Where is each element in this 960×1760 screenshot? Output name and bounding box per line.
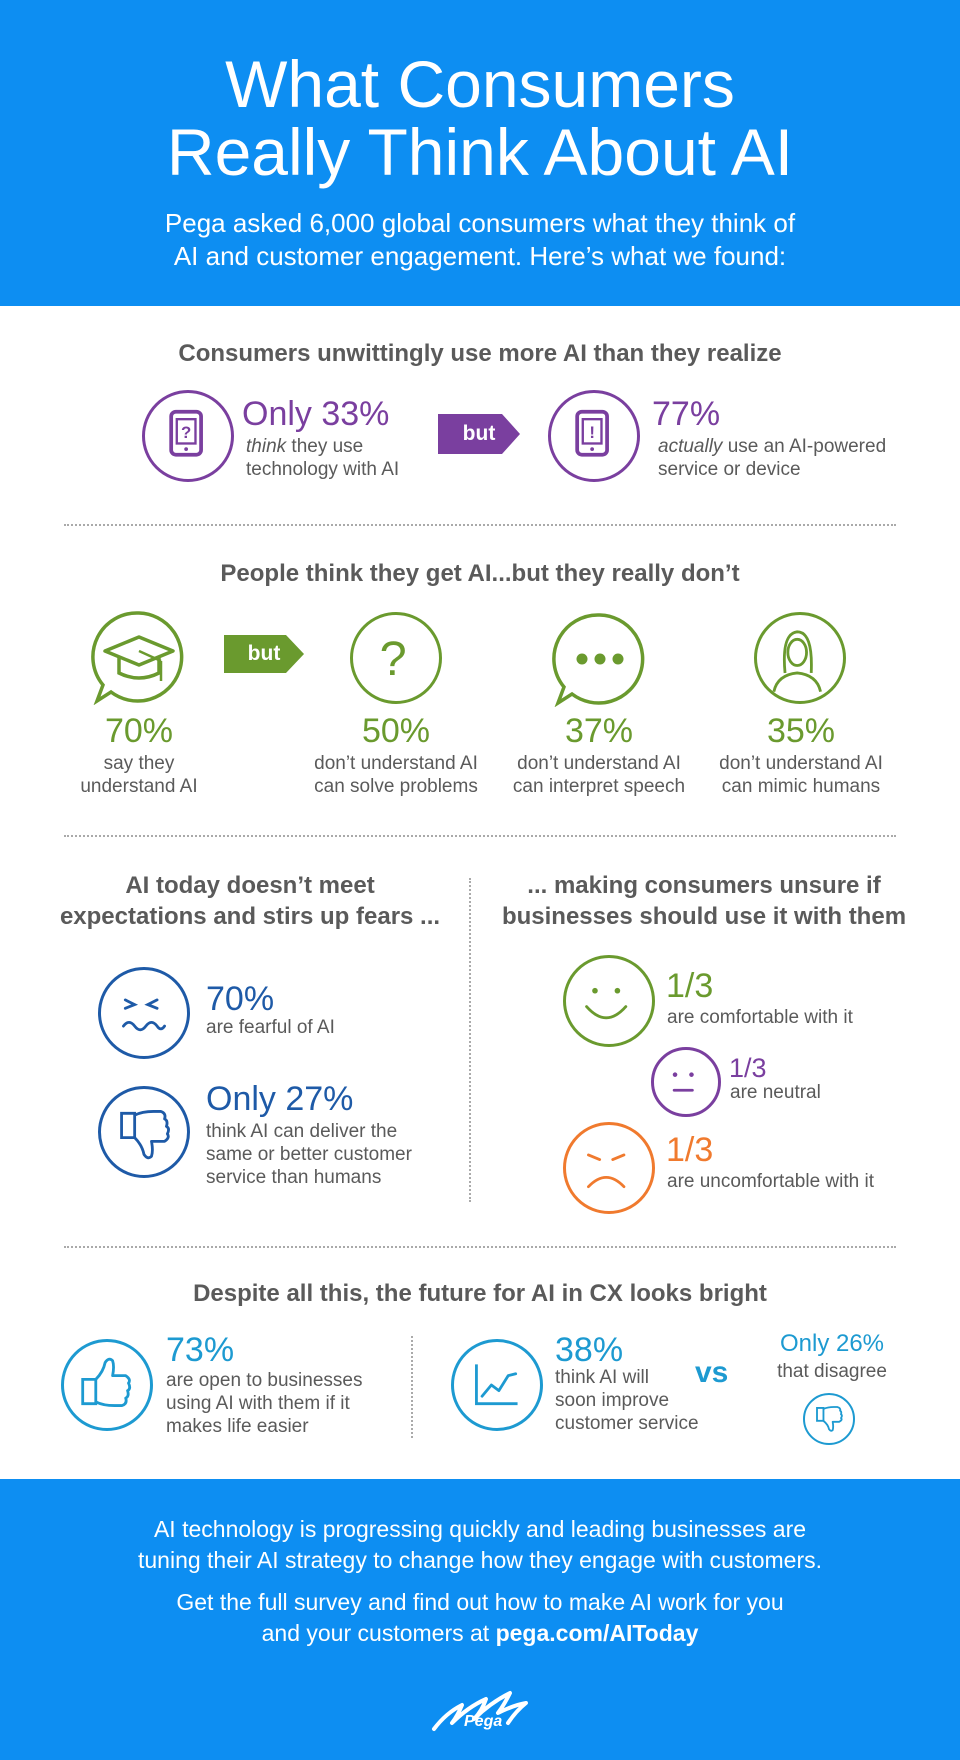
thumbs-down-icon <box>98 1086 190 1178</box>
sad-face-icon <box>563 1122 655 1214</box>
svg-text:?: ? <box>181 423 191 442</box>
footer-statement: AI technology is progressing quickly and… <box>137 1516 822 1573</box>
stat-77: 77% <box>652 395 721 433</box>
question-mark-icon: ? <box>350 612 442 704</box>
stat-35: 35% <box>766 712 836 750</box>
stat-only-33-text: think they use technology with AI <box>246 436 400 480</box>
section3-vertical-divider <box>469 878 471 1202</box>
section4-title: Despite all this, the future for AI in C… <box>193 1280 767 1307</box>
page-subtitle: Pega asked 6,000 global consumers what t… <box>164 208 796 271</box>
stat-37: 37% <box>564 712 634 750</box>
thumbs-up-icon <box>61 1339 153 1431</box>
stat-38-text: think AI will soon improve customer serv… <box>555 1367 699 1434</box>
stat-comfortable: 1/3 <box>666 967 714 1005</box>
stat-neutral: 1/3 <box>729 1053 767 1083</box>
tablet-exclamation-icon: ! <box>548 390 640 482</box>
tablet-question-icon: ? <box>142 390 234 482</box>
stat-70-understand-text: say they understand AI <box>80 753 198 797</box>
section3-left-title: AI today doesn’t meet expectations and s… <box>59 872 441 930</box>
section1-title: Consumers unwittingly use more AI than t… <box>178 340 782 367</box>
stat-neutral-text: are neutral <box>730 1082 821 1103</box>
human-avatar-icon <box>754 612 846 704</box>
stat-50: 50% <box>361 712 431 750</box>
section4-vertical-divider <box>411 1336 413 1438</box>
stat-uncomfortable: 1/3 <box>666 1131 714 1169</box>
pega-logo: Pega <box>428 1683 532 1735</box>
stat-70-understand: 70% <box>104 712 174 750</box>
divider-2 <box>64 835 896 837</box>
stat-comfortable-text: are comfortable with it <box>667 1007 853 1028</box>
hero-banner: What Consumers Really Think About AI Peg… <box>0 0 960 306</box>
stat-70-fearful: 70% <box>206 980 275 1018</box>
but-tag-2: but <box>224 635 304 673</box>
divider-3 <box>64 1246 896 1248</box>
page-title: What Consumers Really Think About AI <box>166 47 794 189</box>
stat-73-text: are open to businesses using AI with the… <box>166 1370 363 1437</box>
stat-35-text: don’t understand AI can mimic humans <box>719 753 883 797</box>
footer-banner: AI technology is progressing quickly and… <box>0 1479 960 1760</box>
stat-73: 73% <box>166 1331 235 1369</box>
stat-only-27-text: think AI can deliver the same or better … <box>206 1121 412 1188</box>
stat-only-27: Only 27% <box>206 1080 354 1118</box>
logo-wordmark: Pega <box>464 1713 503 1730</box>
survey-link[interactable]: pega.com/AIToday <box>495 1620 699 1646</box>
stat-77-text: actually use an AI-powered service or de… <box>658 436 887 480</box>
svg-text:!: ! <box>589 423 595 442</box>
but-tag-1: but <box>438 414 520 454</box>
speech-bubble-icon <box>552 611 648 708</box>
section2-title: People think they get AI...but they real… <box>220 560 740 587</box>
stat-only-26-text: that disagree <box>777 1361 887 1382</box>
graduation-cap-icon <box>91 609 187 706</box>
stat-only-26: Only 26% <box>779 1330 885 1357</box>
small-thumbs-down-icon <box>803 1393 855 1445</box>
trend-chart-icon <box>451 1339 543 1431</box>
neutral-face-icon <box>651 1047 721 1117</box>
stat-38: 38% <box>555 1331 624 1369</box>
section3-right-title: ... making consumers unsure if businesse… <box>501 872 907 930</box>
stat-70-fearful-text: are fearful of AI <box>206 1017 335 1038</box>
footer-cta: Get the full survey and find out how to … <box>176 1589 784 1646</box>
divider-1 <box>64 524 896 526</box>
happy-face-icon <box>563 955 655 1047</box>
stat-uncomfortable-text: are uncomfortable with it <box>667 1171 874 1192</box>
svg-text:?: ? <box>380 632 407 686</box>
fearful-face-icon <box>98 967 190 1059</box>
stat-50-text: don’t understand AI can solve problems <box>314 753 478 797</box>
stat-37-text: don’t understand AI can interpret speech <box>512 753 686 797</box>
stat-only-33: Only 33% <box>242 395 390 433</box>
vs-label: vs <box>695 1356 729 1389</box>
